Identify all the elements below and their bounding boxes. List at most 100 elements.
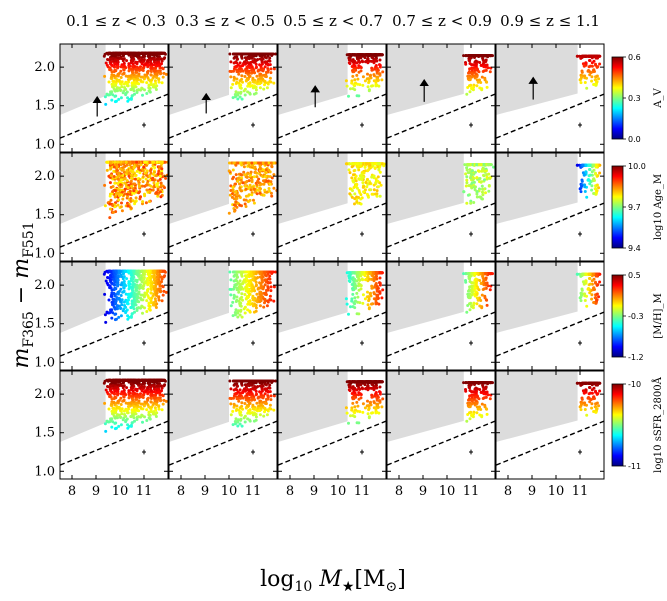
scatter-points [102, 51, 168, 106]
y-tick-label: 1.0 [34, 355, 55, 370]
colorbar-row-3: 0.5 -0.3 -1.2 [M/H]_M [611, 271, 664, 362]
selection-line [169, 202, 277, 248]
unobserved-region [60, 262, 106, 370]
y-tick-label: 1.5 [34, 208, 55, 223]
colorbar-row-1: 0.6 0.3 0.0 A_V [611, 53, 664, 144]
unobserved-region [60, 371, 106, 479]
panel-frame [386, 43, 496, 153]
scatter-points [575, 272, 602, 308]
selection-line [278, 93, 386, 139]
selection-line [496, 311, 604, 357]
scatter-points [344, 162, 386, 206]
colorbar-tick-label: -11 [628, 462, 641, 471]
selection-line [278, 202, 386, 248]
panel-frame [277, 261, 387, 371]
x-tick-label: 10 [112, 484, 129, 499]
colorbar-tick-label: 10.0 [628, 162, 646, 171]
scatter-points [575, 54, 602, 90]
panel-r1-c4 [386, 43, 496, 153]
scatter-points [575, 163, 602, 199]
y-tick-label: 2.0 [34, 169, 55, 184]
column-titles: 0.1 ≤ z < 0.3 0.3 ≤ z < 0.5 0.5 ≤ z < 0.… [66, 12, 600, 30]
unobserved-region [496, 371, 578, 479]
x-axis-label: log10 M★[M⊙] [260, 567, 406, 595]
x-tick-label: 8 [395, 484, 403, 499]
scatter-points [575, 381, 602, 417]
unobserved-region [169, 44, 229, 152]
panel-r2-c1: 1.0 1.5 2.0 [34, 152, 169, 262]
panel-frame [59, 152, 169, 262]
x-tick-label: 8 [286, 484, 294, 499]
x-tick-label: 11 [136, 484, 153, 499]
column-title-1: 0.1 ≤ z < 0.3 [66, 12, 166, 30]
panel-r3-c1: 1.0 1.5 2.0 [34, 261, 169, 371]
unobserved-region [60, 153, 106, 261]
selection-line [169, 93, 277, 139]
panel-frame [495, 152, 605, 262]
colorbars: 0.6 0.3 0.0 A_V 10.0 9.7 9.4 log10 Age_M 0.5 -0.3… [611, 53, 664, 473]
unobserved-region [278, 371, 348, 479]
colorbar-tick-label: -10 [628, 380, 641, 389]
panel-r2-c5 [495, 152, 605, 262]
y-tick-label: 1.0 [34, 137, 55, 152]
scatter-points [462, 272, 494, 314]
panel-r1-c2 [168, 43, 278, 153]
colorbar-row-2: 10.0 9.7 9.4 log10 Age_M [611, 162, 664, 253]
unobserved-region [496, 153, 578, 261]
unobserved-region [169, 262, 229, 370]
y-tick-label: 1.5 [34, 426, 55, 441]
colorbar-label: [M/H]_M [653, 293, 664, 338]
selection-line [496, 420, 604, 466]
panel-frame [495, 43, 605, 153]
panel-r3-c5 [495, 261, 605, 371]
x-tick-label: 9 [201, 484, 209, 499]
scatter-points [228, 52, 277, 101]
colorbar-label: A_V [653, 88, 664, 109]
x-tick-label: 8 [177, 484, 185, 499]
y-tick-label: 1.5 [34, 99, 55, 114]
y-tick-label: 1.5 [34, 317, 55, 332]
selection-line [60, 202, 168, 248]
x-tick-label: 10 [548, 484, 565, 499]
selection-line [496, 202, 604, 248]
panel-r1-c1: 1.0 1.5 2.0 [34, 43, 169, 153]
colorbar-tick-label: 0.6 [628, 53, 641, 62]
colorbar-row-4: -10 -11 log10 sSFR_2800Å [611, 376, 664, 473]
scatter-points [462, 163, 495, 205]
colorbar [611, 274, 624, 358]
y-tick-label: 1.0 [34, 246, 55, 261]
unobserved-region [387, 371, 464, 479]
scatter-points [227, 161, 277, 215]
unobserved-region [387, 44, 464, 152]
colorbar-tick-label: -1.2 [628, 353, 644, 362]
colorbar-tick-label: 0.0 [628, 135, 641, 144]
unobserved-region [278, 44, 348, 152]
panel-r4-c1: 8 9 10 11 1.0 1.5 2.0 [34, 370, 169, 499]
colorbar [611, 165, 624, 249]
panel-frame [168, 152, 278, 262]
panel-r1-c5 [495, 43, 605, 153]
colorbar-label: log10 Age_M [653, 174, 664, 240]
selection-line [387, 420, 495, 466]
panel-r3-c3 [277, 261, 387, 371]
panel-r4-c5: 8 9 10 11 [495, 370, 605, 499]
panel-frame [386, 370, 496, 480]
unobserved-region [496, 262, 578, 370]
panel-r3-c4 [386, 261, 496, 371]
column-title-4: 0.7 ≤ z < 0.9 [392, 12, 492, 30]
scatter-points [228, 270, 277, 319]
panel-frame [59, 261, 169, 371]
panel-frame [277, 370, 387, 480]
x-tick-label: 11 [463, 484, 480, 499]
panel-frame [495, 370, 605, 480]
y-axis-label: mF365 − mF551 [9, 221, 37, 368]
x-tick-label: 9 [92, 484, 100, 499]
panel-frame [386, 152, 496, 262]
selection-line [60, 420, 168, 466]
scatter-points [344, 271, 385, 316]
panel-r4-c4: 8 9 10 11 [386, 370, 496, 499]
unobserved-region [387, 262, 464, 370]
x-tick-label: 9 [528, 484, 536, 499]
panel-r2-c2 [168, 152, 278, 262]
